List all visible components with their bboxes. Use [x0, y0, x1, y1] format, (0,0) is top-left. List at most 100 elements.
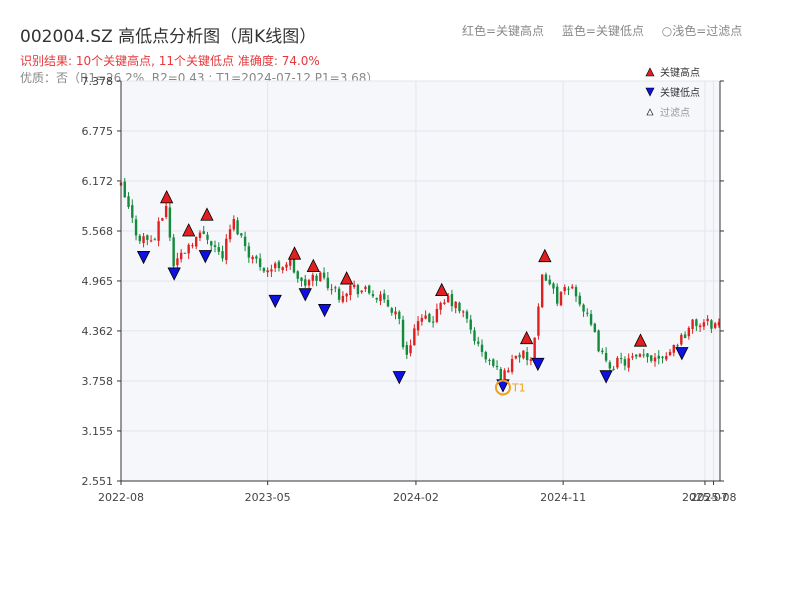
candle-body — [311, 274, 314, 281]
candle-body — [612, 368, 615, 370]
candle-body — [375, 297, 378, 300]
candle-body — [191, 245, 194, 247]
candle-body — [225, 238, 228, 260]
candle-body — [356, 285, 360, 295]
candle-body — [563, 287, 566, 292]
candle-body — [157, 221, 160, 241]
candle-body — [710, 320, 713, 329]
legend-high-label: 关键高点 — [660, 66, 700, 79]
candle-body — [646, 353, 649, 358]
y-tick-label: 4.362 — [82, 325, 114, 338]
candle-body — [514, 355, 518, 359]
x-tick-label: 2023-05 — [245, 491, 291, 504]
candle-body — [266, 270, 269, 273]
key-low-marker — [392, 371, 406, 385]
candle-body — [217, 247, 220, 252]
key-high-marker — [538, 248, 552, 263]
candle-body — [702, 322, 706, 327]
candle-body — [571, 286, 574, 289]
candle-body — [289, 259, 292, 266]
x-tick-label: 2025-07 — [682, 491, 728, 504]
candle-body — [304, 279, 307, 286]
candle-body — [371, 294, 375, 297]
candle-body — [123, 181, 126, 198]
candle-body — [281, 267, 284, 271]
candle-body — [631, 356, 634, 358]
candle-body — [627, 358, 630, 368]
candle-body — [533, 337, 536, 361]
candle-body — [469, 319, 472, 330]
candle-body — [247, 246, 251, 258]
x-tick-label: 2025-08 — [691, 491, 737, 504]
candle-body — [138, 235, 142, 242]
candle-body — [187, 244, 190, 254]
candle-body — [544, 274, 548, 281]
candle-body — [676, 345, 679, 347]
candle-body — [446, 295, 450, 303]
candle-body — [341, 295, 345, 302]
candle-body — [507, 370, 510, 373]
key-high-marker — [339, 271, 354, 285]
candle-body — [462, 311, 465, 313]
x-tick-label: 2024-02 — [393, 491, 439, 504]
candle-body — [424, 315, 427, 319]
key-high-marker — [435, 282, 449, 297]
candle-body — [206, 234, 209, 240]
candle-body — [195, 237, 198, 247]
candle-body — [367, 285, 371, 294]
candle-body — [473, 330, 476, 342]
candle-body — [582, 304, 585, 312]
candle-body — [657, 355, 660, 359]
y-tick-label: 2.551 — [82, 475, 114, 488]
candle-body — [559, 292, 563, 306]
candle-body — [552, 283, 555, 289]
candle-body — [578, 295, 581, 305]
candle-body — [210, 241, 213, 246]
y-tick-label: 3.758 — [82, 375, 114, 388]
key-high-marker — [182, 223, 196, 237]
key-high-marker — [519, 330, 534, 345]
candle-body — [668, 351, 672, 356]
candle-body — [525, 352, 529, 361]
candle-body — [567, 288, 570, 290]
candle-body — [484, 352, 487, 360]
candle-body — [480, 344, 484, 352]
y-tick-label: 6.775 — [82, 125, 114, 138]
key-high-marker — [633, 333, 648, 347]
candle-body — [345, 293, 348, 297]
candle-body — [262, 268, 266, 272]
candle-body — [179, 252, 183, 260]
candle-body — [495, 365, 499, 368]
hint-high: 红色=关键高点 — [462, 24, 545, 38]
candle-body — [168, 207, 172, 238]
key-low-marker — [167, 267, 181, 281]
hint-low: 蓝色=关键低点 — [561, 24, 644, 38]
chart-title: 002004.SZ 高低点分析图（周K线图） — [20, 27, 317, 47]
candle-body — [443, 302, 446, 304]
candle-body — [134, 219, 138, 236]
candle-body — [334, 287, 337, 289]
key-high-marker — [200, 207, 214, 221]
candle-body — [243, 236, 247, 247]
candle-body — [228, 229, 232, 240]
candle-body — [172, 237, 175, 267]
candle-body — [477, 341, 480, 344]
t1-marker — [494, 379, 511, 396]
candle-body — [420, 317, 424, 322]
candle-body — [428, 313, 431, 323]
candle-body — [593, 323, 597, 333]
candle-body — [653, 357, 657, 362]
candle-body — [661, 356, 664, 358]
candle-body — [330, 289, 333, 291]
key-low-marker — [298, 288, 312, 302]
candle-body — [202, 231, 205, 234]
candle-body — [131, 205, 134, 218]
candle-body — [401, 319, 405, 348]
key-low-marker — [268, 294, 282, 309]
candle-body — [680, 334, 683, 345]
t1-label: T1 — [511, 381, 526, 394]
candle-body — [176, 258, 179, 266]
candle-body — [360, 290, 363, 293]
candle-body — [623, 359, 627, 366]
